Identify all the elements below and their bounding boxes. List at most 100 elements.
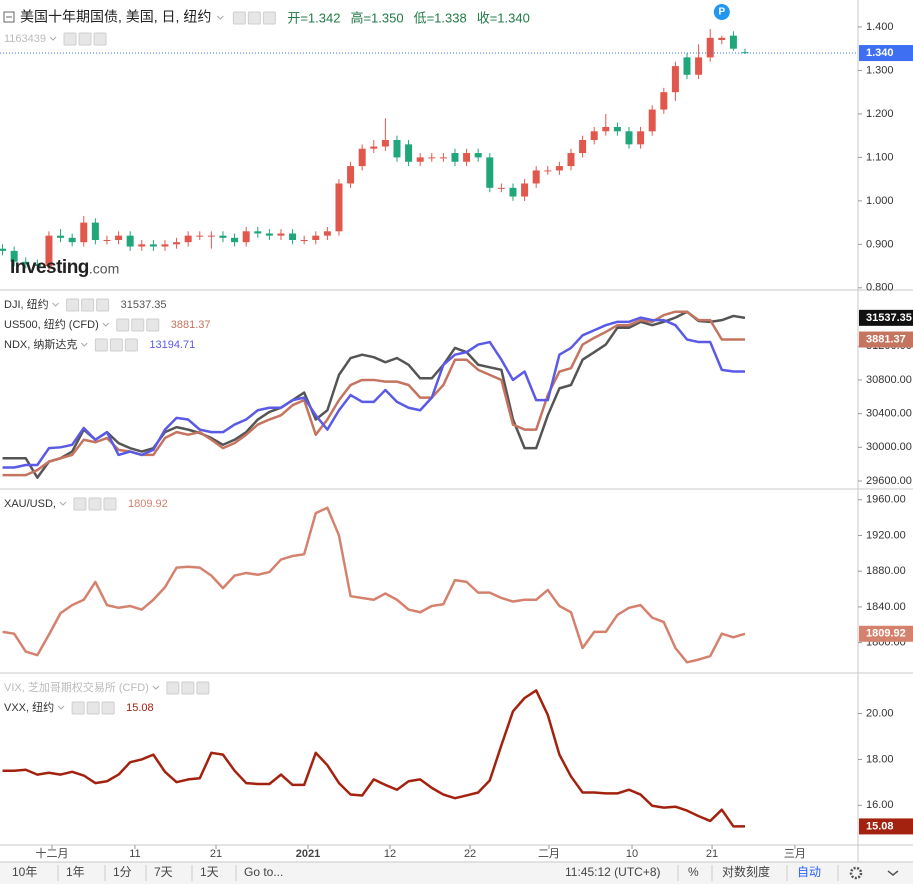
- legend-dropdown[interactable]: [80, 342, 88, 347]
- legend-icon-eye[interactable]: [116, 318, 130, 332]
- candle-body: [416, 157, 424, 162]
- legend-icon-gear[interactable]: [109, 338, 123, 352]
- logo: Investing: [10, 257, 89, 278]
- toolbar-button[interactable]: 1分: [113, 865, 132, 879]
- last-value-badge: [859, 331, 913, 348]
- settings-button[interactable]: [849, 866, 863, 880]
- series-line: [2, 506, 746, 664]
- candle-body: [486, 157, 494, 188]
- candle-body: [115, 235, 123, 240]
- legend-icon-gear[interactable]: [81, 298, 95, 312]
- y-tick-label: 0.800: [866, 282, 894, 294]
- x-tick-label: 二月: [538, 848, 560, 860]
- y-tick-label: 0.900: [866, 238, 894, 250]
- legend-icon-close[interactable]: [196, 681, 210, 695]
- toolbar-button[interactable]: 自动: [797, 865, 821, 879]
- ohlc-label: 收=1.340: [477, 10, 530, 25]
- event-marker[interactable]: [713, 4, 730, 20]
- legend-icon-close[interactable]: [146, 318, 160, 332]
- candle-body: [161, 244, 169, 247]
- legend-icon-close[interactable]: [103, 497, 117, 511]
- last-value-badge: [859, 818, 913, 835]
- candle-body: [544, 170, 552, 172]
- candle-body: [57, 235, 65, 238]
- last-value-badge-text: 15.08: [866, 820, 894, 832]
- candle-body: [602, 126, 610, 132]
- candle-body: [451, 153, 459, 162]
- legend-icon-gear[interactable]: [131, 318, 145, 332]
- legend-dropdown[interactable]: [52, 302, 59, 307]
- toolbar: [0, 862, 913, 884]
- candle-body: [521, 183, 529, 197]
- candle-body: [347, 166, 355, 184]
- candle-body: [149, 244, 157, 247]
- collapse-button[interactable]: [887, 870, 899, 876]
- candle-body: [405, 144, 413, 162]
- toolbar-button[interactable]: %: [688, 865, 699, 879]
- toolbar-button[interactable]: 1年: [66, 865, 85, 879]
- legend-icon-gear[interactable]: [247, 11, 261, 25]
- legend-icon-eye[interactable]: [73, 497, 87, 511]
- legend-icon-close[interactable]: [93, 32, 107, 46]
- legend-icon-close[interactable]: [96, 298, 110, 312]
- collapse-icon[interactable]: [3, 11, 15, 23]
- x-tick-label: 22: [464, 848, 476, 860]
- candle-body: [0, 248, 7, 251]
- y-tick-label: 1880.00: [866, 565, 906, 577]
- legend-icon-close[interactable]: [262, 11, 276, 25]
- toolbar-button[interactable]: 1天: [200, 865, 219, 879]
- legend-name: NDX, 纳斯达克: [4, 338, 77, 351]
- candle-body: [80, 222, 88, 243]
- legend-icon-eye[interactable]: [66, 298, 80, 312]
- candle-body: [393, 140, 401, 158]
- legend-value: 15.08: [126, 702, 154, 714]
- legend-icon-gear[interactable]: [88, 497, 102, 511]
- y-tick-label: 16.00: [866, 799, 894, 811]
- legend-icon-gear[interactable]: [78, 32, 92, 46]
- legend-icon-eye[interactable]: [94, 338, 108, 352]
- legend-icon-gear[interactable]: [86, 701, 100, 715]
- y-tick-label: 30000.00: [866, 441, 912, 453]
- candle-body: [567, 153, 575, 167]
- legend-icon-eye[interactable]: [232, 11, 246, 25]
- x-tick-label: 十二月: [35, 846, 68, 860]
- candle-body: [463, 153, 471, 162]
- candle-body: [497, 187, 505, 189]
- last-value-badge: [859, 625, 913, 642]
- legend-dropdown[interactable]: [59, 501, 67, 506]
- legend-dropdown[interactable]: [49, 36, 57, 41]
- candle-body: [103, 240, 111, 241]
- x-tick-label: 2021: [296, 848, 320, 860]
- y-tick-label: 29600.00: [866, 475, 912, 487]
- y-tick-label: 1960.00: [866, 494, 906, 506]
- legend-name: VXX, 纽约: [4, 700, 54, 714]
- candle-body: [729, 35, 737, 49]
- legend-value: 3881.37: [171, 319, 211, 331]
- toolbar-button[interactable]: 7天: [154, 865, 173, 879]
- candle-body: [219, 235, 227, 238]
- candle-body: [231, 237, 239, 243]
- x-tick-label: 21: [210, 848, 222, 860]
- legend-icon-eye[interactable]: [166, 681, 180, 695]
- last-value-badge-text: 31537.35: [866, 312, 912, 324]
- toolbar-button[interactable]: 对数刻度: [722, 864, 770, 879]
- chart-subtitle: 1163439: [4, 33, 46, 45]
- legend-dropdown[interactable]: [57, 705, 65, 710]
- legend-icon-eye[interactable]: [63, 32, 77, 46]
- candle-body: [579, 140, 587, 154]
- last-value-badge-text: 3881.37: [866, 333, 906, 345]
- toolbar-button[interactable]: Go to...: [244, 865, 283, 879]
- candle-body: [277, 233, 285, 236]
- candle-body: [173, 242, 181, 245]
- legend-icon-close[interactable]: [124, 338, 138, 352]
- legend-icon-close[interactable]: [101, 701, 115, 715]
- legend-name: US500, 纽约 (CFD): [4, 317, 99, 331]
- legend-dropdown[interactable]: [152, 685, 160, 690]
- legend-icon-eye[interactable]: [71, 701, 85, 715]
- legend-dropdown[interactable]: [102, 322, 110, 327]
- legend-dropdown[interactable]: [216, 15, 224, 20]
- legend-value: 31537.35: [121, 299, 167, 311]
- legend-icon-gear[interactable]: [181, 681, 195, 695]
- candle-body: [683, 57, 691, 75]
- toolbar-button[interactable]: 10年: [12, 865, 37, 879]
